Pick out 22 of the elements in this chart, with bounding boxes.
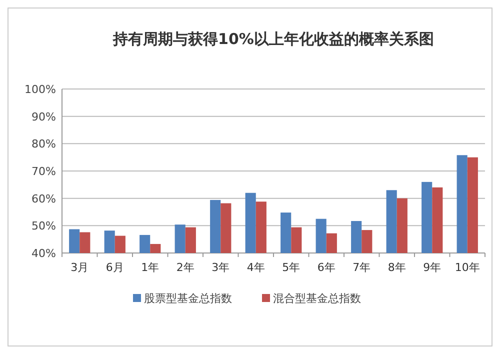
- y-tick-label: 50%: [32, 220, 56, 233]
- legend-label: 股票型基金总指数: [144, 292, 232, 305]
- y-tick-label: 70%: [32, 165, 56, 178]
- y-tick-label: 90%: [32, 110, 56, 124]
- x-tick-label: 4年: [246, 261, 265, 274]
- x-tick-label: 2年: [176, 261, 194, 274]
- x-tick-label: 6月: [106, 261, 124, 274]
- legend-label: 混合型基金总指数: [273, 292, 361, 305]
- y-tick-label: 80%: [32, 138, 56, 151]
- y-tick-label: 100%: [24, 83, 56, 96]
- x-tick-label: 7年: [352, 261, 371, 274]
- y-tick-label: 60%: [32, 192, 56, 206]
- x-tick-label: 10年: [454, 261, 480, 274]
- x-tick-label: 6年: [317, 261, 336, 274]
- chart-title: 持有周期与获得10%以上年化收益的概率关系图: [112, 30, 434, 48]
- x-tick-label: 3年: [212, 261, 230, 274]
- x-tick-label: 8年: [388, 261, 406, 274]
- y-tick-label: 40%: [32, 247, 56, 260]
- x-tick-label: 5年: [282, 261, 300, 274]
- x-tick-label: 1年: [141, 261, 160, 274]
- x-tick-label: 9年: [423, 261, 442, 274]
- x-tick-label: 3月: [70, 261, 89, 274]
